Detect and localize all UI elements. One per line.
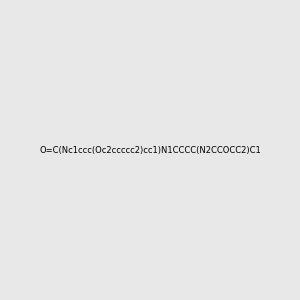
Text: O=C(Nc1ccc(Oc2ccccc2)cc1)N1CCCC(N2CCOCC2)C1: O=C(Nc1ccc(Oc2ccccc2)cc1)N1CCCC(N2CCOCC2… [39, 146, 261, 154]
